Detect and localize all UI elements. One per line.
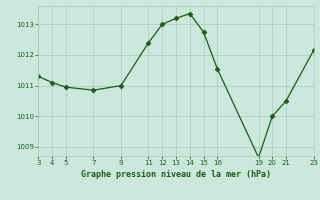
X-axis label: Graphe pression niveau de la mer (hPa): Graphe pression niveau de la mer (hPa) [81,170,271,179]
